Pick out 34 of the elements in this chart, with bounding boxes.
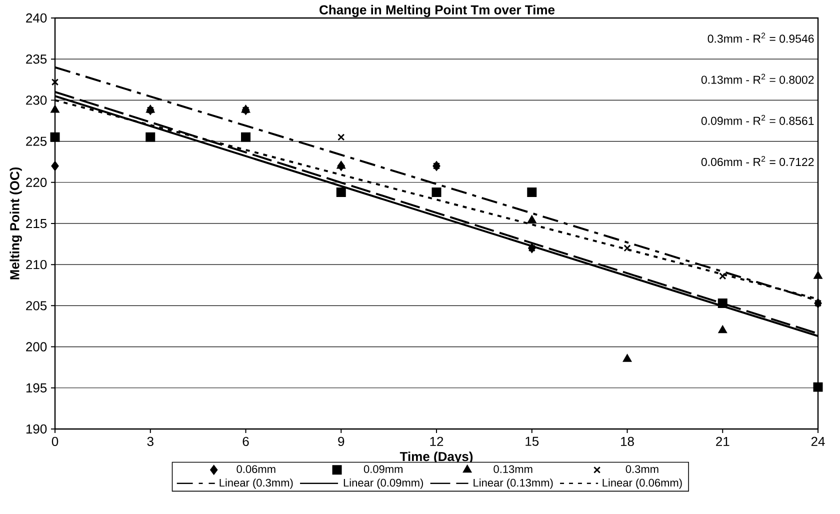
y-tick-label: 210 [26, 260, 47, 270]
x-tick-label: 3 [147, 436, 154, 446]
y-tick-label: 195 [26, 383, 47, 392]
legend-label: Linear (0.06mm) [602, 478, 682, 489]
legend-label: Linear (0.13mm) [474, 478, 553, 489]
x-tick-label: 21 [716, 436, 730, 446]
x-tick-label: 9 [338, 436, 344, 446]
y-tick-label: 190 [26, 424, 47, 434]
legend-label: 0.06mm [236, 465, 276, 474]
y-tick-label: 205 [26, 301, 47, 310]
y-tick-label: 225 [26, 136, 47, 146]
chart-title: Change in Melting Point Tm over Time [320, 4, 555, 18]
y-tick-label: 235 [26, 54, 47, 64]
annotation: 0.06mm - R$^{2}$ = 0.7122 [701, 156, 814, 166]
annotation: 0.13mm - R$^{2}$ = 0.8002 [701, 74, 814, 84]
legend-label: Linear (0.3mm) [220, 478, 293, 489]
x-tick-label: 0 [52, 436, 58, 446]
legend-label: Linear (0.09mm) [344, 478, 424, 489]
x-tick-label: 6 [242, 436, 249, 446]
y-tick-label: 240 [26, 13, 47, 23]
x-tick-label: 18 [621, 436, 634, 446]
y-tick-label: 200 [26, 342, 47, 352]
x-tick-label: 12 [430, 436, 444, 446]
y-tick-label: 215 [26, 218, 47, 228]
x-tick-label: 15 [526, 436, 539, 446]
legend-label: 0.09mm [364, 465, 402, 474]
y-tick-label: 230 [26, 96, 47, 105]
legend-label: 0.13mm [494, 465, 532, 474]
annotation: 0.3mm - R$^{2}$ = 0.9546 [708, 32, 814, 43]
x-tick-label: 24 [811, 436, 825, 446]
y-tick-label: 220 [26, 178, 47, 187]
annotation: 0.09mm - R$^{2}$ = 0.8561 [701, 114, 814, 125]
legend-label: 0.3mm [626, 465, 658, 474]
y-axis-title: Melting Point (OC) [10, 167, 22, 280]
